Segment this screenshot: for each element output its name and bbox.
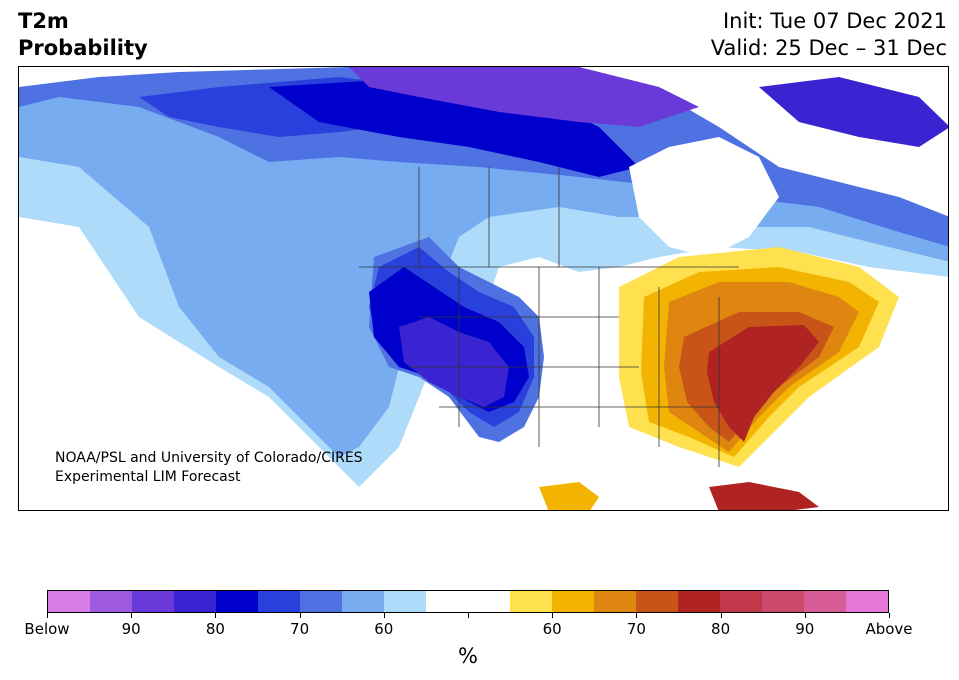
colorbar-tick-mark	[636, 613, 638, 618]
colorbar-segment	[594, 591, 636, 612]
colorbar-unit: %	[458, 644, 478, 668]
title-product: Probability	[18, 36, 148, 60]
colorbar-segment	[426, 591, 468, 612]
colorbar-tick-mark	[131, 613, 133, 618]
band-above-mexico	[539, 482, 599, 510]
colorbar-segment	[384, 591, 426, 612]
hudson-bay	[629, 137, 779, 257]
political-borders	[359, 167, 739, 467]
band-above-75	[707, 325, 819, 442]
forecast-dates: Init: Tue 07 Dec 2021 Valid: 25 Dec – 31…	[711, 8, 947, 62]
colorbar-tick-mark	[468, 613, 469, 618]
colorbar-tick-mark	[552, 613, 554, 618]
probability-map	[18, 66, 949, 511]
colorbar-tick-label: 60	[542, 620, 562, 638]
band-above-caribbean	[709, 482, 819, 510]
data-credit: NOAA/PSL and University of Colorado/CIRE…	[55, 449, 363, 487]
colorbar-segment	[216, 591, 258, 612]
colorbar-tick-mark	[299, 613, 301, 618]
colorbar-segment	[132, 591, 174, 612]
colorbar-tick-mark	[720, 613, 722, 618]
band-below-80-north	[759, 77, 948, 147]
colorbar-tick-mark	[215, 613, 217, 618]
map-canvas	[19, 67, 948, 510]
credit-line-2: Experimental LIM Forecast	[55, 469, 241, 485]
colorbar-segment	[342, 591, 384, 612]
colorbar-tick-label: 80	[205, 620, 225, 638]
colorbar-tick-label: 60	[374, 620, 394, 638]
title-variable: T2m	[18, 9, 69, 33]
colorbar-segment	[510, 591, 552, 612]
colorbar-segment	[90, 591, 132, 612]
colorbar-segment	[174, 591, 216, 612]
colorbar-segment	[678, 591, 720, 612]
colorbar-tick-label: 70	[290, 620, 310, 638]
colorbar-tick-label: Above	[865, 620, 913, 638]
valid-range: Valid: 25 Dec – 31 Dec	[710, 36, 947, 60]
colorbar-segment	[846, 591, 888, 612]
colorbar-tick-label: 90	[795, 620, 815, 638]
colorbar-tick-mark	[47, 613, 48, 618]
colorbar-segment	[804, 591, 846, 612]
colorbar-tick-label: 70	[626, 620, 646, 638]
colorbar-segment	[636, 591, 678, 612]
colorbar-segment	[300, 591, 342, 612]
band-below-90-north	[349, 67, 699, 127]
colorbar-tick-mark	[889, 613, 890, 618]
colorbar-tick-label: Below	[24, 620, 70, 638]
map-title: T2m Probability	[18, 8, 148, 62]
probability-colorbar	[47, 590, 889, 613]
init-date: Init: Tue 07 Dec 2021	[722, 9, 947, 33]
colorbar-tick-label: 90	[121, 620, 141, 638]
colorbar-segment	[48, 591, 90, 612]
colorbar-tick-mark	[804, 613, 806, 618]
colorbar-segment	[552, 591, 594, 612]
colorbar-segment	[258, 591, 300, 612]
colorbar-segment	[720, 591, 762, 612]
colorbar-segment	[762, 591, 804, 612]
band-below-80	[399, 317, 509, 407]
colorbar-tick-label: 80	[711, 620, 731, 638]
colorbar-segment	[468, 591, 510, 612]
credit-line-1: NOAA/PSL and University of Colorado/CIRE…	[55, 450, 363, 466]
colorbar-tick-mark	[383, 613, 385, 618]
